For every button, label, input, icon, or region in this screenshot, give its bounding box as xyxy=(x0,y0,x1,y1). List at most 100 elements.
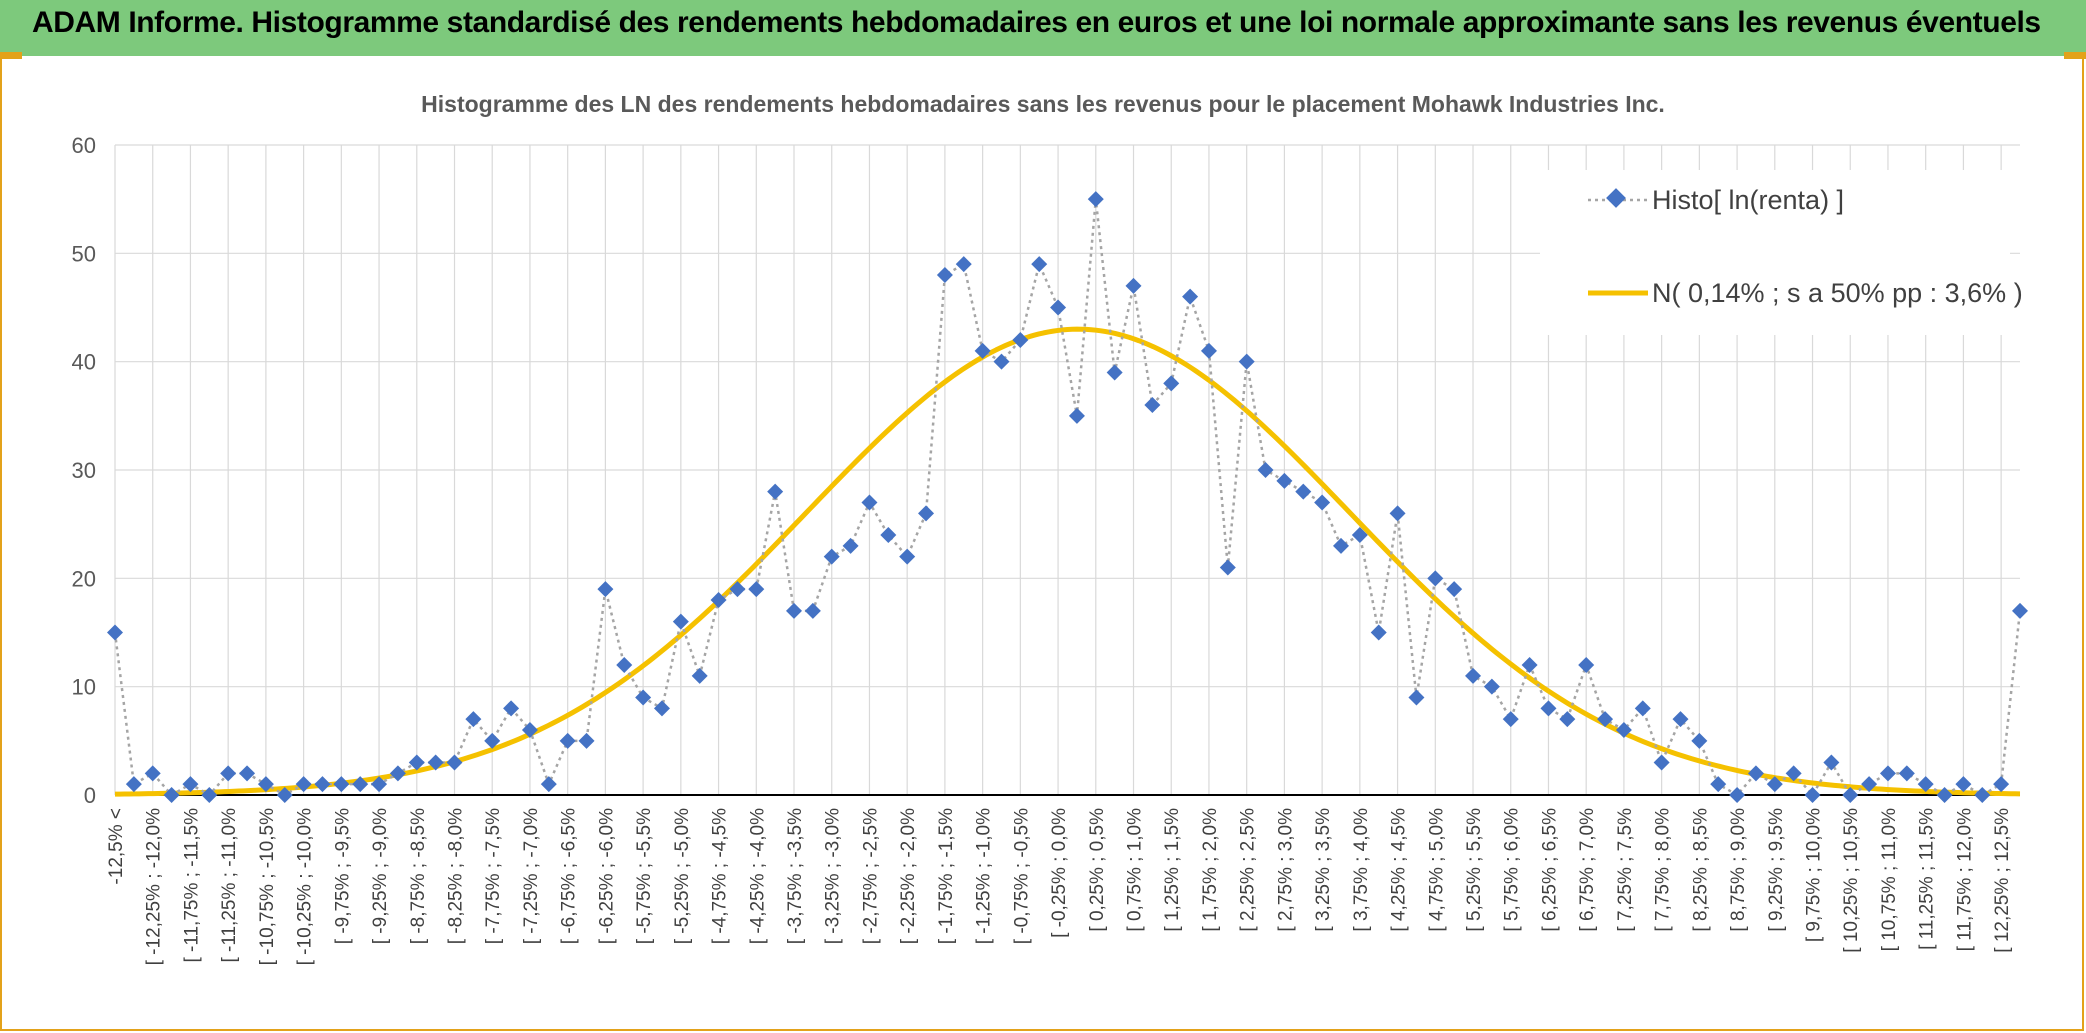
x-tick-label: [ 8,75% ; 9,0% xyxy=(1728,808,1749,932)
histo-point xyxy=(144,765,161,782)
histo-point xyxy=(521,722,538,738)
series xyxy=(107,191,2028,803)
histo-point xyxy=(1087,191,1104,208)
histo-point xyxy=(1144,397,1161,413)
x-tick-label: [ -9,75% ; -9,5% xyxy=(332,808,353,944)
x-tick-label: [ 1,75% ; 2,0% xyxy=(1200,808,1221,932)
histo-point xyxy=(1710,776,1727,793)
histo-point xyxy=(1634,700,1651,717)
histo-point xyxy=(672,613,689,630)
histo-point xyxy=(616,657,633,673)
histo-point xyxy=(408,754,425,771)
histo-point xyxy=(1332,537,1349,554)
y-tick-label: 60 xyxy=(72,133,96,158)
histo-point xyxy=(1295,483,1312,500)
x-tick-label: [ 11,25% ; 11,5% xyxy=(1917,808,1938,950)
x-tick-label: [ 9,75% ; 10,0% xyxy=(1804,808,1825,942)
histo-point xyxy=(1012,332,1029,348)
x-tick-label: [ 7,75% ; 8,0% xyxy=(1653,808,1674,932)
histo-point xyxy=(804,602,821,619)
x-tick-label: [ -9,25% ; -9,0% xyxy=(370,808,391,944)
x-tick-label: [ -11,25% ; -11,0% xyxy=(219,808,240,963)
histo-point xyxy=(1370,624,1387,641)
x-tick-label: [ 4,25% ; 4,5% xyxy=(1389,808,1410,932)
histo-point xyxy=(1672,711,1689,728)
x-tick-label: [ -6,25% ; -6,0% xyxy=(596,808,617,944)
histo-point xyxy=(333,776,350,793)
x-tick-label: [ -0,25% ; 0,0% xyxy=(1049,808,1070,938)
x-tick-label: [ -1,75% ; -1,5% xyxy=(936,808,957,944)
histo-point xyxy=(540,776,557,793)
histo-point xyxy=(918,505,935,522)
histo-point xyxy=(1879,765,1896,782)
histo-point xyxy=(1993,776,2010,793)
histo-point xyxy=(1955,776,1972,793)
histo-point xyxy=(1408,689,1425,706)
histo-point xyxy=(389,765,406,782)
x-tick-label: [ 2,75% ; 3,0% xyxy=(1275,808,1296,932)
histo-point xyxy=(1182,288,1199,305)
histo-point xyxy=(861,494,878,511)
x-tick-label: [ -1,25% ; -1,0% xyxy=(974,808,995,944)
histo-point xyxy=(1766,776,1783,793)
histo-point xyxy=(182,776,199,793)
x-tick-label: -12,5% < xyxy=(106,808,127,885)
histo-point xyxy=(1031,256,1048,273)
histo-point xyxy=(1106,364,1123,381)
x-tick-label: [ -2,75% ; -2,5% xyxy=(860,808,881,944)
histo-point xyxy=(257,776,274,793)
histo-point xyxy=(1068,407,1085,424)
y-tick-label: 20 xyxy=(72,566,96,591)
x-tick-label: [ -0,75% ; -0,5% xyxy=(1011,808,1032,944)
x-tick-label: [ -7,75% ; -7,5% xyxy=(483,808,504,944)
y-tick-label: 0 xyxy=(84,783,96,808)
histo-point xyxy=(1238,353,1255,370)
histo-point xyxy=(1974,787,1991,803)
y-tick-label: 50 xyxy=(72,241,96,266)
histo-point xyxy=(899,548,916,565)
histo-point xyxy=(1427,570,1444,587)
x-tick-label: [ -6,75% ; -6,5% xyxy=(559,808,580,944)
x-tick-label: [ -5,75% ; -5,5% xyxy=(634,808,655,944)
y-axis-ticks: 0 10 20 30 40 50 60 xyxy=(72,133,96,808)
histo-point xyxy=(1823,754,1840,771)
histo-point xyxy=(1483,678,1500,695)
histo-point xyxy=(163,787,180,803)
histo-point xyxy=(276,787,293,803)
histo-point xyxy=(880,527,897,543)
histo-point xyxy=(1125,277,1142,294)
x-tick-label: [ 7,25% ; 7,5% xyxy=(1615,808,1636,932)
histo-point xyxy=(427,754,444,771)
x-tick-label: [ 1,25% ; 1,5% xyxy=(1162,808,1183,932)
x-tick-label: [ 5,25% ; 5,5% xyxy=(1464,808,1485,932)
histo-point xyxy=(1597,711,1614,728)
histo-point xyxy=(1465,667,1482,684)
x-tick-label: [ -10,75% ; -10,5% xyxy=(257,808,278,965)
histo-point xyxy=(578,732,595,749)
histo-point xyxy=(1804,787,1821,803)
histo-point xyxy=(1219,559,1236,576)
histo-point xyxy=(729,581,746,598)
x-tick-label: [ 9,25% ; 9,5% xyxy=(1766,808,1787,932)
histo-point xyxy=(653,700,670,717)
x-tick-label: [ 6,25% ; 6,5% xyxy=(1539,808,1560,932)
histo-point xyxy=(1314,494,1331,511)
x-tick-label: [ 3,25% ; 3,5% xyxy=(1313,808,1334,932)
histo-point xyxy=(201,787,218,803)
legend-histo-label: Histo[ ln(renta) ] xyxy=(1652,185,1844,215)
histo-point xyxy=(465,711,482,728)
x-tick-label: [ 2,25% ; 2,5% xyxy=(1238,808,1259,932)
histo-point xyxy=(842,537,859,554)
x-tick-label: [ -8,75% ; -8,5% xyxy=(408,808,429,944)
legend-histo-marker xyxy=(1606,188,1626,208)
corner-accent-right xyxy=(2064,52,2086,59)
y-tick-label: 10 xyxy=(72,675,96,700)
histo-point xyxy=(1936,787,1953,803)
histo-point xyxy=(597,581,614,598)
x-tick-label: [ 12,25% ; 12,5% xyxy=(1992,808,2013,953)
histo-point xyxy=(748,581,765,598)
histo-point xyxy=(1200,342,1217,359)
x-tick-label: [ -11,75% ; -11,5% xyxy=(181,808,202,963)
histo-point xyxy=(955,256,972,273)
histo-point xyxy=(503,700,520,717)
